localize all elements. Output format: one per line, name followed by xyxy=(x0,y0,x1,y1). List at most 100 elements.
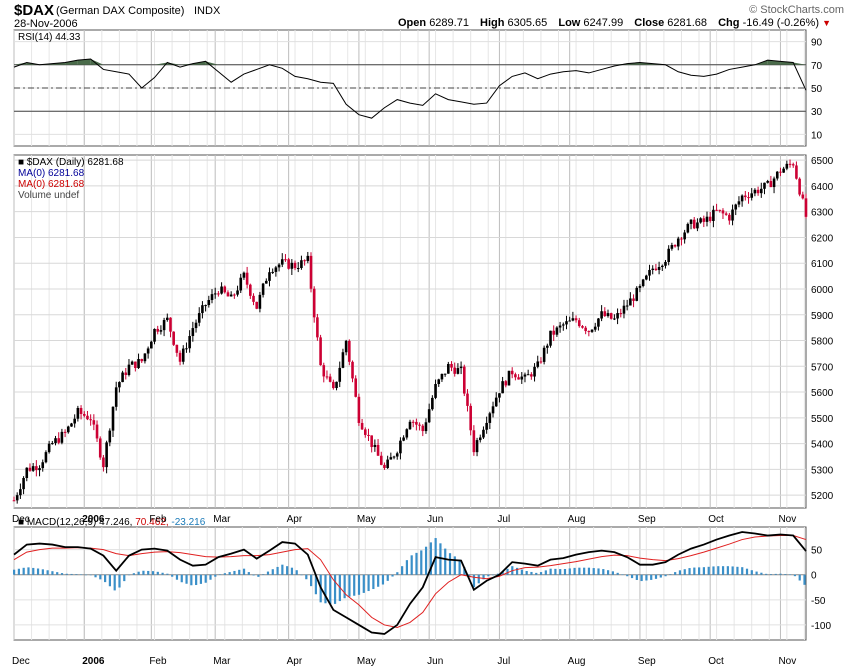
macd-histogram-bar xyxy=(195,574,198,586)
macd-histogram-bar xyxy=(458,559,461,575)
price-bar-body xyxy=(280,259,284,265)
macd-histogram-bar xyxy=(487,574,490,577)
price-tick-label: 5700 xyxy=(811,362,834,373)
macd-histogram-bar xyxy=(238,569,241,575)
macd-histogram-bar xyxy=(314,574,317,595)
rsi-tick-label: 50 xyxy=(811,84,823,95)
macd-histogram-bar xyxy=(635,574,638,580)
macd-histogram-bar xyxy=(453,556,456,575)
price-bar-body xyxy=(788,163,792,165)
macd-histogram-bar xyxy=(611,571,614,575)
macd-histogram-bar xyxy=(171,574,174,577)
macd-histogram-bar xyxy=(401,566,404,575)
macd-histogram-bar xyxy=(391,574,394,577)
price-bar-body xyxy=(673,245,677,247)
macd-histogram-bar xyxy=(22,567,25,575)
price-bar-body xyxy=(28,467,32,471)
price-bar-body xyxy=(41,462,45,469)
macd-histogram-bar xyxy=(415,552,418,575)
price-bar-body xyxy=(181,348,185,362)
price-bar-body xyxy=(561,324,565,326)
price-legend-ma1: MA(0) 6281.68 xyxy=(18,168,85,179)
price-bar-body xyxy=(204,305,207,307)
macd-histogram-bar xyxy=(721,566,725,575)
macd-histogram-bar xyxy=(156,571,159,575)
macd-histogram-bar xyxy=(463,567,466,575)
macd-histogram-bar xyxy=(70,573,73,575)
price-bar-body xyxy=(565,321,568,325)
macd-histogram-bar xyxy=(741,567,744,575)
price-bar-body xyxy=(395,453,399,457)
price-bar-body xyxy=(411,421,415,423)
price-bar-body xyxy=(217,293,220,295)
price-bar-body xyxy=(319,337,322,366)
price-bar-body xyxy=(293,262,297,269)
macd-histogram-bar xyxy=(592,568,595,575)
price-bar-body xyxy=(332,381,335,389)
macd-histogram-bar xyxy=(664,574,667,577)
price-bar-body xyxy=(779,171,782,173)
price-bar-body xyxy=(475,440,479,453)
price-bar-body xyxy=(466,393,469,406)
price-bar-body xyxy=(523,374,527,377)
macd-histogram-bar xyxy=(621,574,624,576)
price-bar-body xyxy=(494,397,498,407)
macd-histogram-bar xyxy=(372,574,375,590)
rsi-line xyxy=(13,58,807,119)
macd-histogram-bar xyxy=(439,543,442,575)
price-bar-body xyxy=(478,437,482,441)
x-axis-label: Jul xyxy=(497,656,510,667)
price-bar-body xyxy=(434,384,437,398)
price-bar-body xyxy=(641,279,645,287)
price-bar-body xyxy=(539,361,543,363)
price-bar-body xyxy=(622,305,626,314)
price-bar-body xyxy=(348,340,351,362)
price-bar-body xyxy=(130,361,134,365)
price-bar-body xyxy=(150,341,153,349)
price-bar-body xyxy=(657,266,661,270)
price-bar-body xyxy=(290,262,294,269)
chart-date: 28-Nov-2006 xyxy=(14,18,78,30)
price-bar-body xyxy=(178,352,182,362)
price-bar-body xyxy=(226,292,230,297)
price-bar-body xyxy=(724,213,728,215)
macd-histogram-bar xyxy=(482,574,485,580)
macd-histogram-bar xyxy=(602,569,605,575)
price-bar-body xyxy=(536,361,540,367)
macd-line xyxy=(13,531,807,635)
x-axis-label: 2006 xyxy=(82,514,105,525)
close-label: Close xyxy=(634,17,665,29)
price-bar-body xyxy=(316,317,319,338)
x-axis-label: Apr xyxy=(287,514,303,525)
price-bar-body xyxy=(769,181,773,188)
macd-histogram-bar xyxy=(199,574,203,584)
price-bar-body xyxy=(459,366,463,369)
price-bar-body xyxy=(70,423,73,427)
price-bar-body xyxy=(258,294,262,309)
price-bar-body xyxy=(555,327,559,335)
price-bar-body xyxy=(763,182,766,189)
rsi-overbought-fill xyxy=(14,62,27,65)
macd-histogram-bar xyxy=(266,571,270,575)
price-tick-label: 6300 xyxy=(811,208,834,219)
price-bar-body xyxy=(609,313,613,319)
macd-histogram-bar xyxy=(32,567,35,575)
price-bar-body xyxy=(188,336,191,349)
macd-histogram-bar xyxy=(789,574,792,575)
price-bar-body xyxy=(530,374,533,377)
price-bar-body xyxy=(60,431,64,443)
macd-histogram-bar xyxy=(204,574,207,583)
high-value: 6305.65 xyxy=(507,17,548,29)
price-bar-body xyxy=(137,359,140,369)
x-axis-label: Jun xyxy=(427,656,443,667)
price-bar-body xyxy=(584,327,587,332)
price-bar-body xyxy=(229,294,233,297)
price-bar-body xyxy=(201,305,204,314)
price-bar-body xyxy=(683,232,686,240)
rsi-overbought-fill xyxy=(65,60,78,65)
macd-histogram-bar xyxy=(654,574,658,579)
macd-histogram-bar xyxy=(94,574,97,578)
price-bar-body xyxy=(236,290,239,295)
price-bar-body xyxy=(472,430,476,453)
price-bar-body xyxy=(233,294,236,296)
